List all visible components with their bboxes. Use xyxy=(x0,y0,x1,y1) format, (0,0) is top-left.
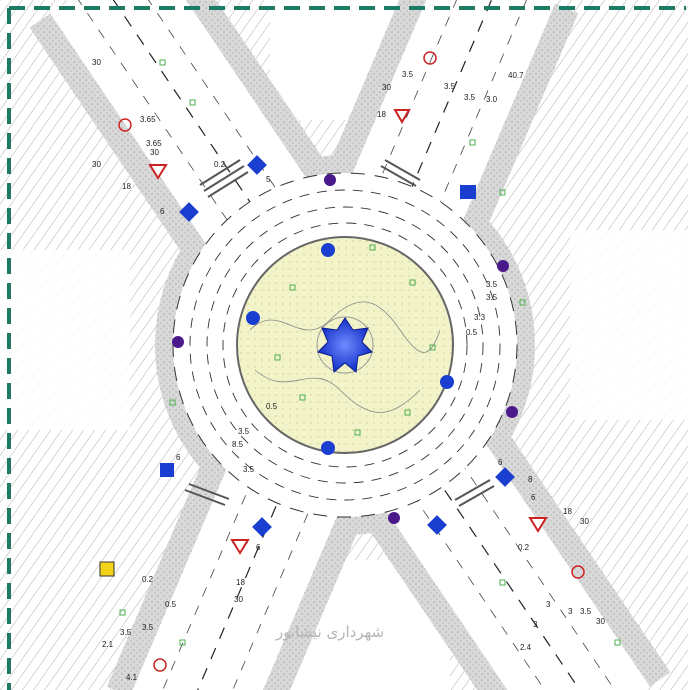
dimension: 3.5 xyxy=(486,293,498,302)
crosswalk xyxy=(199,159,241,186)
dimension: 3.5 xyxy=(444,82,456,91)
sign xyxy=(179,202,199,222)
dimension: 30 xyxy=(382,83,391,92)
dimension: 3.65 xyxy=(140,115,156,124)
crosswalk xyxy=(184,489,226,506)
dimension-labels: 30 3.65 3.65 30 30 18 6 0.2 5 30 18 3.5 … xyxy=(92,58,605,682)
crosswalk xyxy=(188,483,230,500)
sign xyxy=(497,260,509,272)
star-ring xyxy=(316,316,374,374)
dimension: 30 xyxy=(92,58,101,67)
dimension: 30 xyxy=(596,617,605,626)
sign xyxy=(321,441,335,455)
sign xyxy=(246,311,260,325)
sign xyxy=(118,118,132,132)
dimension: 18 xyxy=(236,578,245,587)
dimension: 6 xyxy=(160,207,165,216)
dimension: 8.5 xyxy=(232,440,244,449)
crosswalk xyxy=(384,159,421,181)
dimension: 0.2 xyxy=(214,160,226,169)
dimension: 3.0 xyxy=(486,95,498,104)
fountain-star xyxy=(317,317,373,373)
watermark: شهرداری نیشابور xyxy=(275,623,384,641)
dimension: 3.5 xyxy=(486,280,498,289)
symbols xyxy=(99,51,621,672)
crosswalk xyxy=(454,479,491,501)
warning-sign xyxy=(528,517,548,533)
dimension: 3.5 xyxy=(238,427,250,436)
dimension: 0.2 xyxy=(142,575,154,584)
sign xyxy=(153,658,167,672)
dimension: 3 xyxy=(568,607,573,616)
warning-sign xyxy=(393,109,411,124)
dimension: 3.3 xyxy=(474,313,486,322)
dimension: 3.65 xyxy=(146,139,162,148)
sign xyxy=(460,185,476,199)
sign xyxy=(423,51,437,65)
dimension: 3.5 xyxy=(580,607,592,616)
sign xyxy=(172,336,184,348)
island-contour xyxy=(254,369,421,413)
dimension: 3.5 xyxy=(243,465,255,474)
dimension: 8 xyxy=(528,475,533,484)
dimension: 2.1 xyxy=(102,640,114,649)
dimension: 0.5 xyxy=(165,600,177,609)
sign xyxy=(571,565,585,579)
dimension: 3.5 xyxy=(142,623,154,632)
sign xyxy=(506,406,518,418)
dimension: 18 xyxy=(122,182,131,191)
dimension: 6 xyxy=(176,453,181,462)
crosswalk xyxy=(458,485,495,507)
dimension: 30 xyxy=(580,517,589,526)
crosswalks xyxy=(184,159,495,507)
crosswalk xyxy=(207,171,249,198)
dimension: 30 xyxy=(234,595,243,604)
trees xyxy=(119,59,621,646)
dimension: 3 xyxy=(533,620,538,629)
sign xyxy=(324,174,336,186)
sign xyxy=(427,515,447,535)
sign xyxy=(440,375,454,389)
dimension: 3.5 xyxy=(402,70,414,79)
dimension: 6 xyxy=(531,493,536,502)
dimension: 30 xyxy=(150,148,159,157)
dimension: 6 xyxy=(498,458,503,467)
island-contour xyxy=(249,301,441,353)
sign xyxy=(388,512,400,524)
sign xyxy=(160,463,174,477)
dimension: 4.1 xyxy=(126,673,138,682)
sign xyxy=(99,561,115,577)
dimension: 18 xyxy=(563,507,572,516)
open-area xyxy=(570,230,688,420)
crosswalk xyxy=(203,165,245,192)
dimension: 0.5 xyxy=(266,402,278,411)
open-area xyxy=(0,250,130,430)
dimension: 18 xyxy=(377,110,386,119)
dimension: 30 xyxy=(92,160,101,169)
dimension: 40.7 xyxy=(508,71,524,80)
dimension: 5 xyxy=(266,175,271,184)
crosswalk xyxy=(380,165,417,187)
lane-ring xyxy=(206,206,484,484)
lane-ring xyxy=(222,222,468,468)
sign xyxy=(495,467,515,487)
lane-ring xyxy=(189,189,501,501)
dimension: 0.5 xyxy=(466,328,478,337)
warning-sign xyxy=(230,539,250,555)
dimension: 6 xyxy=(256,543,261,552)
dimension: 3.5 xyxy=(464,93,476,102)
sign xyxy=(247,155,267,175)
sign xyxy=(252,517,272,537)
dimension: 0.2 xyxy=(518,543,530,552)
dimension: 3.5 xyxy=(120,628,132,637)
dimension: 2.4 xyxy=(520,643,532,652)
warning-sign xyxy=(148,164,168,180)
sign xyxy=(321,243,335,257)
dimension: 3 xyxy=(546,600,551,609)
